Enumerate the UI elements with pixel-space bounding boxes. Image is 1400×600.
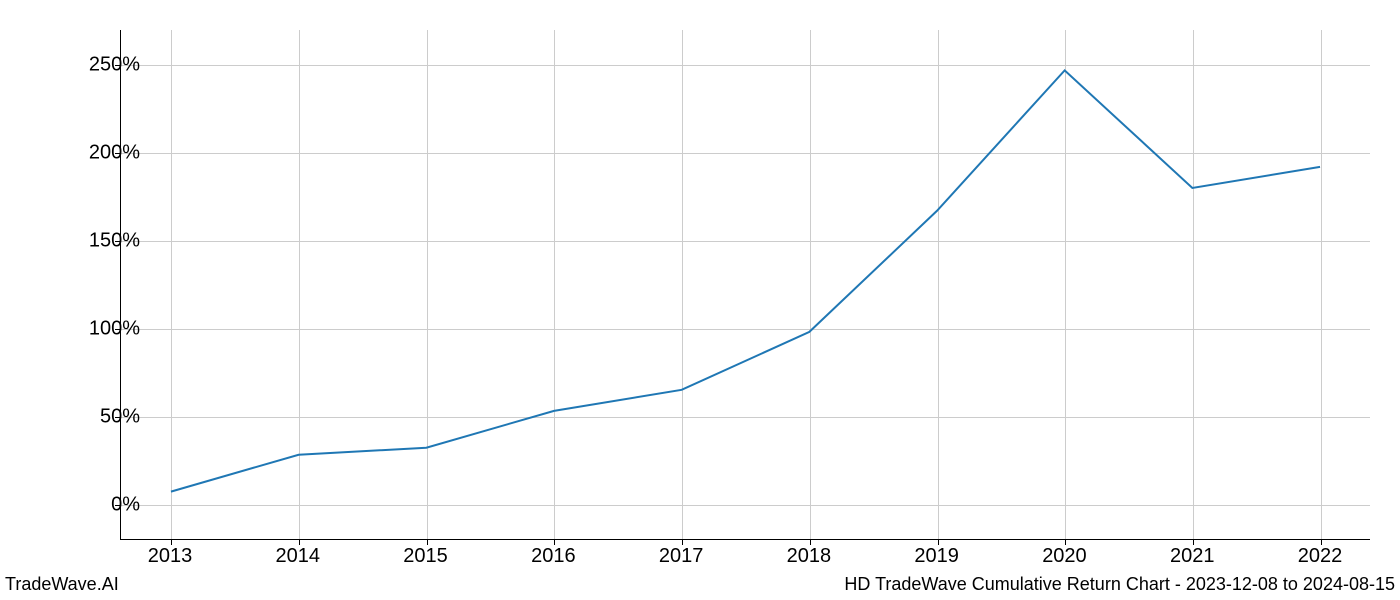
x-tick-label: 2015 bbox=[386, 545, 466, 568]
line-series bbox=[121, 30, 1370, 539]
x-tick-label: 2021 bbox=[1152, 545, 1232, 568]
x-tick-label: 2019 bbox=[897, 545, 977, 568]
plot-border bbox=[120, 30, 1370, 540]
chart-plot-area bbox=[120, 30, 1370, 540]
y-tick-label: 50% bbox=[60, 405, 140, 428]
y-tick-label: 150% bbox=[60, 230, 140, 253]
x-tick-label: 2018 bbox=[769, 545, 849, 568]
footer-left-text: TradeWave.AI bbox=[5, 574, 119, 595]
x-tick-label: 2013 bbox=[130, 545, 210, 568]
x-tick-label: 2022 bbox=[1280, 545, 1360, 568]
x-tick-label: 2017 bbox=[641, 545, 721, 568]
y-tick-label: 200% bbox=[60, 142, 140, 165]
x-tick-label: 2016 bbox=[513, 545, 593, 568]
y-tick-label: 100% bbox=[60, 317, 140, 340]
x-tick-label: 2020 bbox=[1024, 545, 1104, 568]
x-tick-label: 2014 bbox=[258, 545, 338, 568]
footer-right-text: HD TradeWave Cumulative Return Chart - 2… bbox=[844, 574, 1395, 595]
data-line bbox=[171, 70, 1320, 491]
y-tick-label: 250% bbox=[60, 54, 140, 77]
y-tick-label: 0% bbox=[60, 493, 140, 516]
